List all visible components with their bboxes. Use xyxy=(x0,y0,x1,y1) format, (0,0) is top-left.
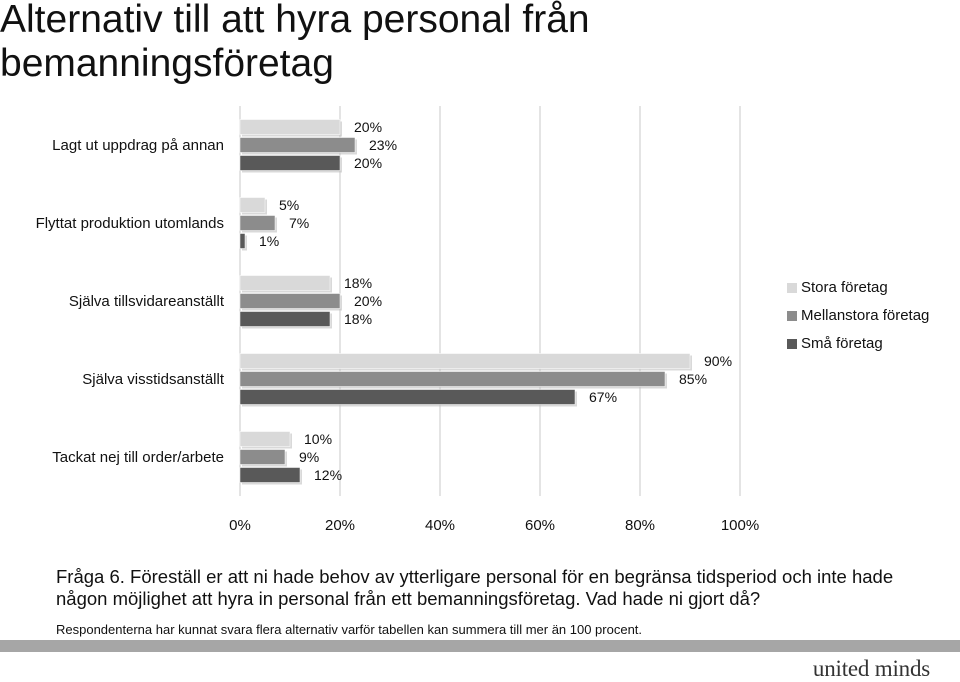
legend-label: Stora företag xyxy=(801,279,888,296)
bar-value-label: 90% xyxy=(704,353,732,369)
bar-value-label: 1% xyxy=(259,233,279,249)
x-tick-label: 60% xyxy=(525,517,555,534)
x-tick-label: 0% xyxy=(229,517,251,534)
bar-value-label: 20% xyxy=(354,119,382,135)
category-label: Själva tillsvidareanställt xyxy=(69,293,225,310)
category-label: Själva visstidsanställt xyxy=(82,371,225,388)
bar-value-label: 85% xyxy=(679,371,707,387)
bar xyxy=(239,275,331,291)
bar-value-label: 67% xyxy=(589,389,617,405)
chart-title: Alternativ till att hyra personal från b… xyxy=(0,0,590,85)
category-label: Tackat nej till order/arbete xyxy=(52,449,224,466)
legend-swatch xyxy=(787,339,797,349)
bar xyxy=(239,233,246,249)
x-tick-label: 100% xyxy=(721,517,759,534)
bar-value-label: 5% xyxy=(279,197,299,213)
logo: united minds xyxy=(812,656,930,681)
legend-label: Små företag xyxy=(801,335,883,352)
bar xyxy=(239,197,266,213)
category-label: Lagt ut uppdrag på annan xyxy=(52,137,224,154)
bar-value-label: 20% xyxy=(354,155,382,171)
bar-value-label: 7% xyxy=(289,215,309,231)
bar xyxy=(239,215,276,231)
legend: Stora företag Mellanstora företag Små före… xyxy=(787,279,929,352)
x-axis-ticks: 0% 20% 40% 60% 80% 100% xyxy=(229,517,759,534)
bar-value-label: 20% xyxy=(354,293,382,309)
bar xyxy=(239,353,691,369)
bar xyxy=(239,137,356,153)
bar-value-label: 18% xyxy=(344,311,372,327)
x-tick-label: 40% xyxy=(425,517,455,534)
category-label: Flyttat produktion utomlands xyxy=(36,215,224,232)
bar xyxy=(239,311,331,327)
bar-value-label: 18% xyxy=(344,275,372,291)
legend-swatch xyxy=(787,283,797,293)
bar-value-label: 9% xyxy=(299,449,319,465)
bar xyxy=(239,293,341,309)
bar-chart: 20% 23% 20% 5% 7% 1% 18% 20% 18% 90% 85% 67% 10% 9% 12… xyxy=(36,106,929,534)
bar-value-label: 12% xyxy=(314,467,342,483)
bar xyxy=(239,449,286,465)
bar xyxy=(239,389,576,405)
bar xyxy=(239,155,341,171)
bar xyxy=(239,371,666,387)
legend-swatch xyxy=(787,311,797,321)
bar-value-label: 10% xyxy=(304,431,332,447)
bar xyxy=(239,119,341,135)
question-text: Fråga 6. Föreställ er att ni hade behov … xyxy=(56,566,894,609)
footer-bar xyxy=(0,640,960,652)
bar xyxy=(239,467,301,483)
bar xyxy=(239,431,291,447)
bar-value-label: 23% xyxy=(369,137,397,153)
bars: 20% 23% 20% 5% 7% 1% 18% 20% 18% 90% 85% 67% 10% 9% 12… xyxy=(239,119,732,485)
category-labels: Lagt ut uppdrag på annan Flyttat produkti… xyxy=(36,137,225,466)
footnote: Respondenterna har kunnat svara flera al… xyxy=(56,622,643,637)
x-tick-label: 80% xyxy=(625,517,655,534)
x-tick-label: 20% xyxy=(325,517,355,534)
legend-label: Mellanstora företag xyxy=(801,307,929,324)
